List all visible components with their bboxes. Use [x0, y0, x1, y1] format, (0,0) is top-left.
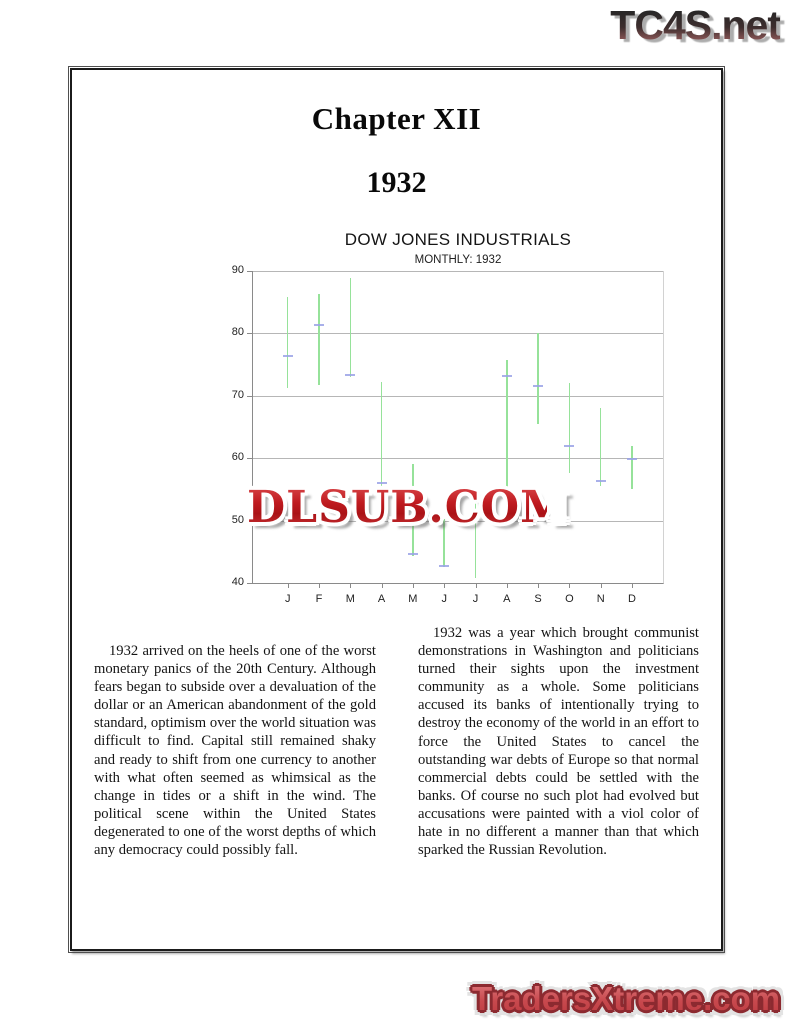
x-tick-label: A — [377, 593, 386, 605]
close-tick — [533, 384, 544, 387]
hilo-range-bar — [380, 382, 383, 486]
hilo-range-bar — [506, 359, 508, 502]
grid-line — [253, 458, 663, 460]
page-border-frame — [68, 66, 725, 953]
x-axis-tick — [632, 584, 633, 588]
x-tick-label: M — [408, 593, 418, 605]
close-tick — [345, 374, 356, 377]
x-tick-label: A — [503, 593, 511, 605]
y-tick-label: 70 — [231, 388, 244, 401]
chart-subtitle: MONTHLY: 1932 — [414, 254, 502, 266]
hilo-range-bar — [349, 277, 352, 378]
hilo-range-bar — [412, 464, 414, 557]
y-axis-tick — [247, 333, 253, 335]
y-tick-label: 90 — [231, 264, 244, 276]
grid-line — [253, 333, 663, 335]
x-axis-tick — [506, 584, 508, 588]
y-axis-tick — [247, 395, 253, 397]
y-axis-tick — [247, 271, 253, 272]
tradersxtreme-watermark-text: TradersXtreme.com — [472, 980, 781, 1017]
close-tick — [376, 481, 387, 484]
x-tick-label: S — [534, 593, 542, 605]
x-axis-tick — [444, 584, 446, 588]
hilo-range-bar — [318, 294, 320, 385]
hilo-range-bar — [286, 297, 289, 389]
x-tick-label: J — [284, 593, 291, 605]
x-tick-label: O — [565, 593, 574, 605]
chapter-title: Chapter XII — [311, 101, 482, 136]
tc4s-watermark-shadow: TC4S.net — [614, 6, 785, 50]
grid-line — [253, 271, 663, 272]
grid-line — [253, 395, 663, 397]
x-axis-tick — [381, 584, 383, 588]
y-tick-label: 40 — [231, 576, 244, 588]
tradersxtreme-watermark-outline: TradersXtreme.com — [472, 980, 780, 1018]
hilo-range-bar — [631, 445, 633, 490]
x-tick-label: D — [628, 593, 636, 605]
grid-line — [253, 520, 663, 522]
chart-title: DOW JONES INDUSTRIALS — [344, 230, 572, 249]
x-tick-label: J — [472, 593, 479, 605]
tradersxtreme-watermark-glow: TradersXtreme.com — [472, 980, 780, 1018]
x-axis-tick — [319, 584, 320, 588]
hilo-range-bar — [599, 408, 602, 487]
close-tick — [407, 552, 418, 555]
close-tick — [501, 374, 512, 377]
dlsub-watermark-shadow: DLSUB.COM — [253, 486, 575, 542]
close-tick — [627, 457, 637, 460]
close-tick — [564, 445, 575, 448]
dlsub-watermark-outline: DLSUB.COM — [247, 480, 569, 536]
x-axis-tick — [569, 584, 571, 588]
x-tick-label: F — [315, 593, 323, 605]
hilo-range-bar — [537, 333, 539, 424]
year-title: 1932 — [366, 166, 427, 199]
x-tick-label: M — [345, 593, 355, 605]
x-tick-label: J — [441, 593, 447, 605]
x-axis-tick — [287, 584, 289, 588]
close-tick — [282, 355, 293, 358]
hilo-range-bar — [474, 493, 477, 578]
dlsub-watermark: DLSUB.COM DLSUB.COM DLSUB.COM — [247, 480, 575, 540]
y-tick-label: 80 — [231, 326, 244, 339]
x-axis-tick — [350, 584, 352, 588]
close-tick — [439, 564, 450, 567]
close-tick — [595, 479, 606, 482]
hilo-range-bar — [568, 382, 571, 473]
body-text-right-column: 1932 was a year which brought communist … — [418, 625, 699, 859]
close-tick — [470, 499, 481, 502]
y-axis-tick — [247, 520, 253, 522]
tc4s-watermark-text: TC4S.net — [610, 2, 781, 48]
x-axis-tick — [538, 584, 540, 588]
y-tick-label: 60 — [231, 451, 244, 464]
dlsub-watermark-text: DLSUB.COM — [247, 480, 569, 536]
x-axis-tick — [600, 584, 602, 588]
chart-plot: 40 50 60 70 80 90 J F M A M J J A S O N D — [232, 264, 664, 605]
y-axis-tick — [247, 583, 253, 584]
x-tick-label: N — [596, 593, 605, 605]
body-text-left-column: 1932 arrived on the heels of one of the … — [94, 643, 376, 859]
y-axis-tick — [247, 458, 253, 460]
x-axis-tick — [412, 584, 414, 588]
y-tick-label: 50 — [231, 513, 244, 526]
x-axis-tick — [475, 584, 477, 588]
hilo-range-bar — [443, 519, 445, 568]
close-tick — [314, 324, 324, 327]
